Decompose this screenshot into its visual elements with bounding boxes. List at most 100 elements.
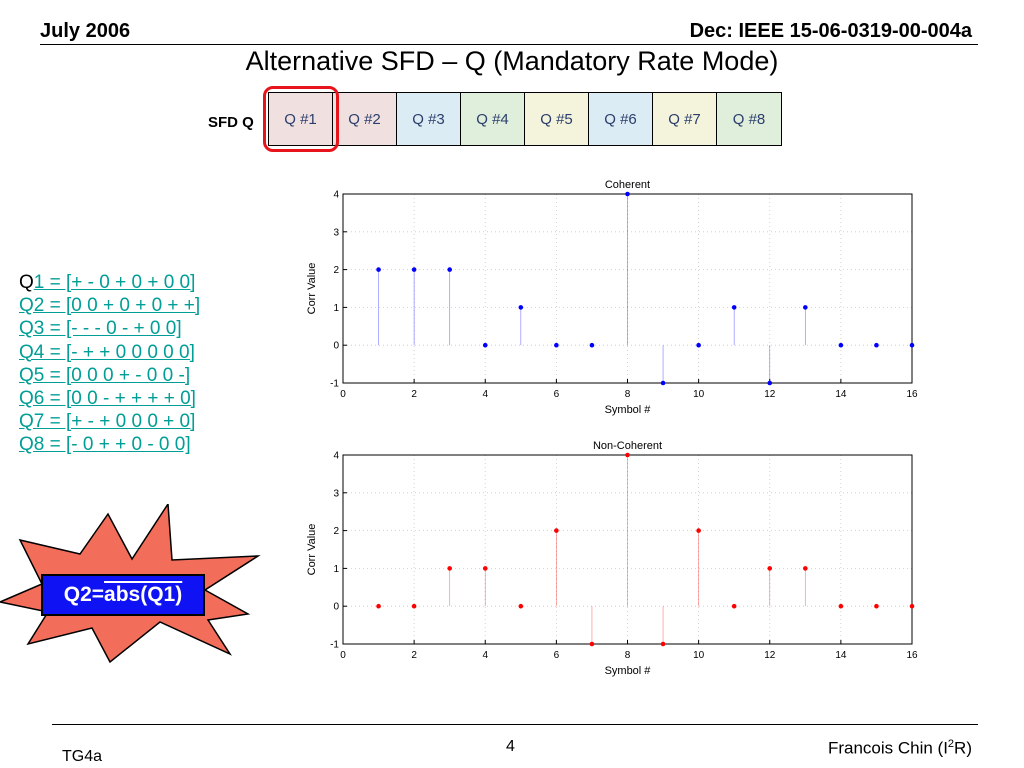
- data-point: [554, 528, 559, 533]
- header-date: July 2006: [40, 20, 131, 42]
- footer-author: Francois Chin (I2R): [828, 738, 972, 759]
- y-tick-label: 2: [333, 526, 339, 537]
- sfd-cell-q1: Q #1: [269, 93, 333, 145]
- x-tick-label: 6: [554, 389, 560, 400]
- x-tick-label: 8: [625, 650, 631, 661]
- author-suffix: R): [954, 738, 972, 758]
- chart-coherent: 0 2 4 6 8 10 12 14 16 -1 0 1 2 3 4 Coherent Symbol # Corr…: [300, 172, 940, 425]
- header-rule: [40, 44, 978, 45]
- x-tick-label: 16: [906, 650, 918, 661]
- data-point: [909, 603, 915, 609]
- data-point: [696, 528, 701, 533]
- sfd-cell-q5: Q #5: [525, 93, 589, 145]
- x-axis-label: Symbol #: [605, 404, 652, 416]
- q-sequence-link[interactable]: Q2 = [0 0 + 0 + 0 + +]: [19, 295, 201, 317]
- x-tick-label: 8: [625, 389, 631, 400]
- author-name: Francois Chin (I: [827, 738, 948, 758]
- y-tick-label: 0: [333, 341, 339, 352]
- chart-title: Coherent: [605, 179, 650, 191]
- y-axis-label: Corr Value: [306, 524, 318, 576]
- header-doc-id: Dec: IEEE 15-06-0319-00-004a: [689, 20, 972, 42]
- data-point: [660, 641, 666, 647]
- q-sequence-link[interactable]: Q4 = [- + + 0 0 0 0 0]: [19, 341, 195, 363]
- data-point: [838, 342, 844, 348]
- y-tick-label: 3: [333, 488, 339, 499]
- data-point: [803, 305, 808, 310]
- data-point: [447, 566, 452, 571]
- footer-rule: [52, 724, 978, 725]
- x-tick-label: 10: [693, 650, 705, 661]
- data-point: [589, 342, 595, 348]
- x-tick-label: 10: [693, 389, 705, 400]
- data-point: [874, 603, 879, 609]
- chart-non-coherent: 0 2 4 6 8 10 12 14 16 -1 0 1 2 3 4 Non-Coherent Symbol #…: [300, 433, 940, 686]
- q-sequence-link[interactable]: Q8 = [- 0 + + 0 - 0 0]: [19, 434, 191, 456]
- y-tick-label: 4: [333, 451, 339, 462]
- q-sequence-item: Q4 = [- + + 0 0 0 0 0]: [19, 341, 200, 364]
- data-point: [803, 566, 808, 571]
- y-tick-label: 4: [333, 190, 339, 201]
- x-tick-label: 0: [340, 650, 346, 661]
- y-tick-label: 0: [333, 602, 339, 613]
- data-point: [660, 380, 666, 386]
- y-tick-label: -1: [330, 379, 339, 390]
- y-tick-label: 1: [333, 564, 339, 575]
- data-point: [625, 191, 630, 197]
- y-tick-label: 2: [333, 265, 339, 276]
- q-sequence-link[interactable]: 1 = [+ - 0 + 0 + 0 0]: [33, 272, 196, 293]
- plot-area: [343, 455, 912, 644]
- data-point: [838, 603, 844, 609]
- chart-title: Non-Coherent: [593, 440, 662, 452]
- data-point: [482, 342, 488, 348]
- sfd-cell-q2: Q #2: [333, 93, 397, 145]
- data-point: [731, 305, 737, 310]
- x-tick-label: 12: [764, 389, 776, 400]
- x-tick-label: 14: [835, 650, 847, 661]
- q-sequence-item: Q1 = [+ - 0 + 0 + 0 0]: [19, 271, 200, 294]
- q-sequence-link[interactable]: Q5 = [0 0 0 + - 0 0 -]: [19, 364, 191, 386]
- q-sequence-prefix: Q: [19, 272, 34, 293]
- x-tick-label: 4: [482, 389, 488, 400]
- x-tick-label: 6: [554, 650, 560, 661]
- x-tick-label: 12: [764, 650, 776, 661]
- data-point: [589, 641, 595, 647]
- x-tick-label: 16: [906, 389, 918, 400]
- q2-abs-callout: Q2= abs(Q1): [41, 574, 205, 616]
- data-point: [767, 380, 773, 386]
- data-point: [447, 267, 452, 272]
- x-tick-label: 14: [835, 389, 847, 400]
- x-axis-label: Symbol #: [605, 665, 652, 677]
- data-point: [518, 603, 524, 609]
- data-point: [376, 267, 381, 272]
- x-tick-label: 4: [482, 650, 488, 661]
- data-point: [909, 342, 915, 348]
- plot-area: [343, 194, 912, 383]
- q-sequence-item: Q6 = [0 0 - + + + + 0]: [19, 387, 200, 410]
- data-point: [376, 603, 381, 609]
- slide-title: Alternative SFD – Q (Mandatory Rate Mode…: [245, 46, 779, 76]
- sfd-cell-q3: Q #3: [397, 93, 461, 145]
- sfd-label: SFD Q: [208, 114, 254, 131]
- author-superscript: 2: [947, 738, 955, 750]
- q-sequence-item: Q5 = [0 0 0 + - 0 0 -]: [19, 364, 200, 387]
- q-sequence-link[interactable]: Q7 = [+ - + 0 0 0 + 0]: [19, 411, 196, 433]
- q-sequence-item: Q8 = [- 0 + + 0 - 0 0]: [19, 433, 200, 456]
- q-sequence-link[interactable]: Q6 = [0 0 - + + + + 0]: [19, 388, 196, 410]
- callout-prefix: Q2=: [63, 583, 105, 606]
- data-point: [482, 566, 488, 571]
- x-tick-label: 2: [411, 389, 417, 400]
- q-sequence-link[interactable]: Q3 = [- - - 0 - + 0 0]: [19, 318, 182, 340]
- y-axis-label: Corr Value: [306, 263, 318, 315]
- q-sequence-list: Q1 = [+ - 0 + 0 + 0 0] Q2 = [0 0 + 0 + 0…: [19, 271, 200, 457]
- sfd-table: Q #1 Q #2 Q #3 Q #4 Q #5 Q #6 Q #7 Q #8: [268, 92, 782, 146]
- sfd-cell-q4: Q #4: [461, 93, 525, 145]
- y-tick-label: 1: [333, 303, 339, 314]
- data-point: [696, 342, 701, 348]
- sfd-cell-q8: Q #8: [717, 93, 781, 145]
- sfd-q1-highlight: [263, 86, 339, 152]
- data-point: [731, 603, 737, 609]
- callout-overlined: abs(Q1): [104, 583, 183, 606]
- data-point: [554, 342, 559, 348]
- q-sequence-item: Q7 = [+ - + 0 0 0 + 0]: [19, 410, 200, 433]
